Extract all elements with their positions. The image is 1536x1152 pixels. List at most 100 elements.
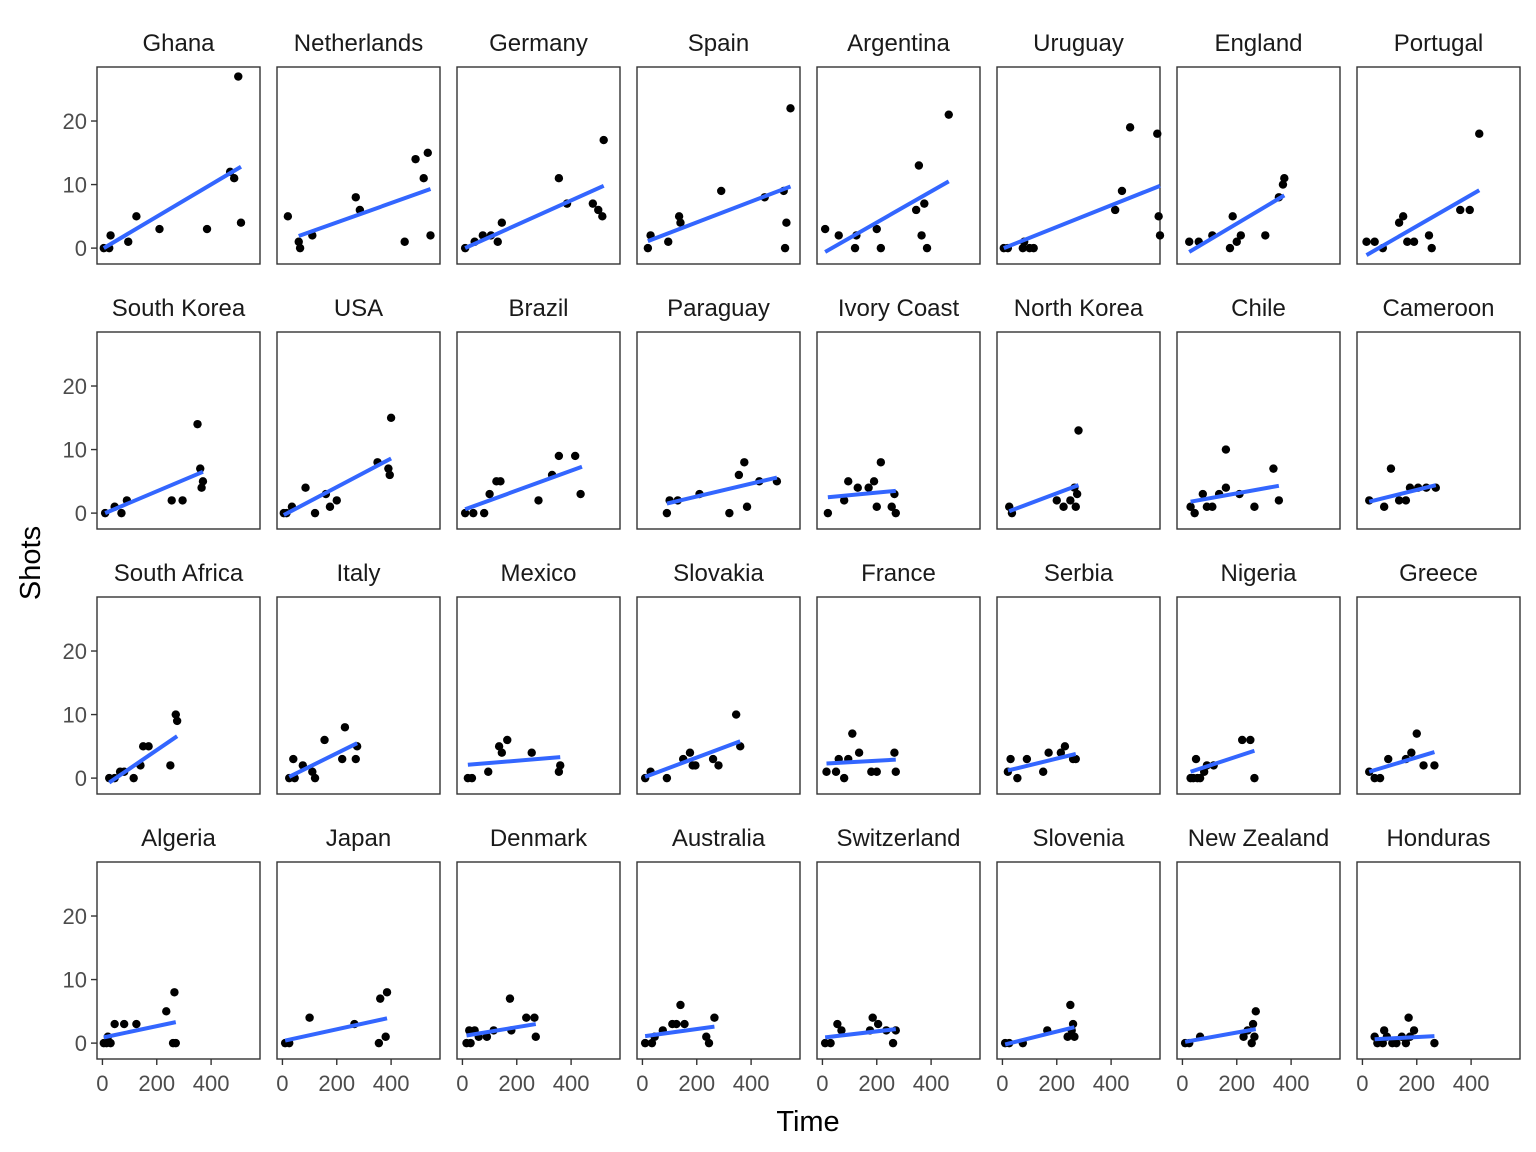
fit-line <box>103 1020 177 1040</box>
data-point <box>155 224 164 234</box>
data-point <box>1066 496 1075 505</box>
data-point <box>170 988 179 997</box>
data-point <box>497 748 507 757</box>
data-point <box>850 243 860 253</box>
data-point <box>1056 748 1066 757</box>
data-point <box>193 419 202 429</box>
fit-line <box>824 179 950 254</box>
data-point <box>872 224 881 234</box>
fit-line <box>1368 483 1437 504</box>
facet-panel: Serbia <box>996 560 1161 795</box>
data-point <box>419 174 428 183</box>
y-tick-label: 20 <box>63 639 87 664</box>
panel-border <box>636 861 801 1060</box>
data-point <box>1409 1026 1419 1035</box>
data-point <box>662 773 672 783</box>
data-point <box>494 742 504 751</box>
data-point <box>1392 1038 1401 1048</box>
data-point <box>1261 231 1270 240</box>
data-point <box>479 508 489 518</box>
data-point <box>1238 735 1247 745</box>
data-point <box>1379 1026 1389 1035</box>
data-point <box>640 1038 650 1048</box>
data-point <box>822 767 831 776</box>
facet-panel: Cameroon <box>1356 295 1521 530</box>
facet-panel: South Korea 0 10 20 <box>63 295 261 530</box>
data-point <box>106 1038 115 1048</box>
data-point <box>891 508 900 518</box>
data-point <box>554 767 564 776</box>
data-point <box>172 716 182 726</box>
facet-title: North Korea <box>1014 295 1144 322</box>
facet-panel: Mexico <box>456 560 621 795</box>
facet-panel: Chile <box>1176 295 1341 530</box>
fit-line <box>644 1024 715 1039</box>
data-point <box>676 1000 685 1010</box>
fit-line <box>1003 183 1161 250</box>
facet-panel: Ivory Coast <box>816 295 981 530</box>
facet-panel: Spain <box>636 30 801 265</box>
panel-border <box>276 861 441 1060</box>
panel-border <box>1356 66 1521 265</box>
facet-panel: Australia 0 200 400 <box>636 825 801 1096</box>
data-point <box>702 1032 711 1041</box>
data-point <box>1250 773 1259 783</box>
data-point <box>1228 212 1237 221</box>
panel-border <box>276 66 441 265</box>
data-point <box>876 243 886 253</box>
data-point <box>647 1038 657 1048</box>
facet-title: Denmark <box>490 825 588 852</box>
data-point <box>534 496 543 505</box>
facet-panel: South Africa 0 10 20 <box>63 560 261 795</box>
x-tick-label: 400 <box>553 1071 590 1096</box>
data-point <box>1225 243 1235 253</box>
data-point <box>1419 761 1428 770</box>
y-tick-label: 10 <box>63 703 87 728</box>
data-point <box>423 148 432 157</box>
data-point <box>466 1038 475 1048</box>
facet-panel: New Zealand 0 200 400 <box>1176 825 1341 1096</box>
data-point <box>944 110 953 119</box>
data-point <box>485 489 494 499</box>
y-tick-label: 0 <box>75 501 87 526</box>
data-point <box>714 761 723 770</box>
data-point <box>382 988 392 997</box>
facet-title: Argentina <box>847 30 950 57</box>
data-point <box>1185 237 1194 246</box>
panel-border <box>1356 861 1521 1060</box>
data-point <box>1401 496 1411 505</box>
data-point <box>704 1038 714 1048</box>
x-tick-label: 0 <box>816 1071 828 1096</box>
data-point <box>1018 243 1028 253</box>
data-point <box>922 243 932 253</box>
data-point <box>234 72 243 81</box>
facet-title: Nigeria <box>1220 560 1297 587</box>
facet-panel: Japan 0 200 400 <box>276 825 441 1096</box>
data-point <box>1198 489 1208 499</box>
data-point <box>1221 483 1231 492</box>
data-point <box>294 237 303 246</box>
facet-panel: Slovakia <box>636 560 801 795</box>
data-point <box>820 224 830 234</box>
data-point <box>1274 496 1284 505</box>
panel-border <box>996 66 1161 265</box>
data-point <box>1191 754 1201 764</box>
panel-border <box>636 66 801 265</box>
data-point <box>198 477 208 486</box>
y-tick-label: 20 <box>63 109 87 134</box>
facet-panel: Denmark 0 200 400 <box>456 825 621 1096</box>
facet-title: Japan <box>326 825 391 852</box>
data-point <box>710 1013 719 1022</box>
data-point <box>725 508 734 518</box>
data-point <box>1006 754 1015 764</box>
data-point <box>325 502 335 511</box>
x-tick-label: 0 <box>456 1071 468 1096</box>
x-tick-label: 0 <box>1356 1071 1368 1096</box>
facet-panel: Uruguay <box>996 30 1165 265</box>
x-axis-title: Time <box>776 1106 839 1138</box>
fit-line <box>1184 1027 1257 1044</box>
y-tick-label: 0 <box>75 766 87 791</box>
data-point <box>386 413 396 422</box>
data-point <box>887 502 896 511</box>
data-point <box>1239 1032 1248 1041</box>
